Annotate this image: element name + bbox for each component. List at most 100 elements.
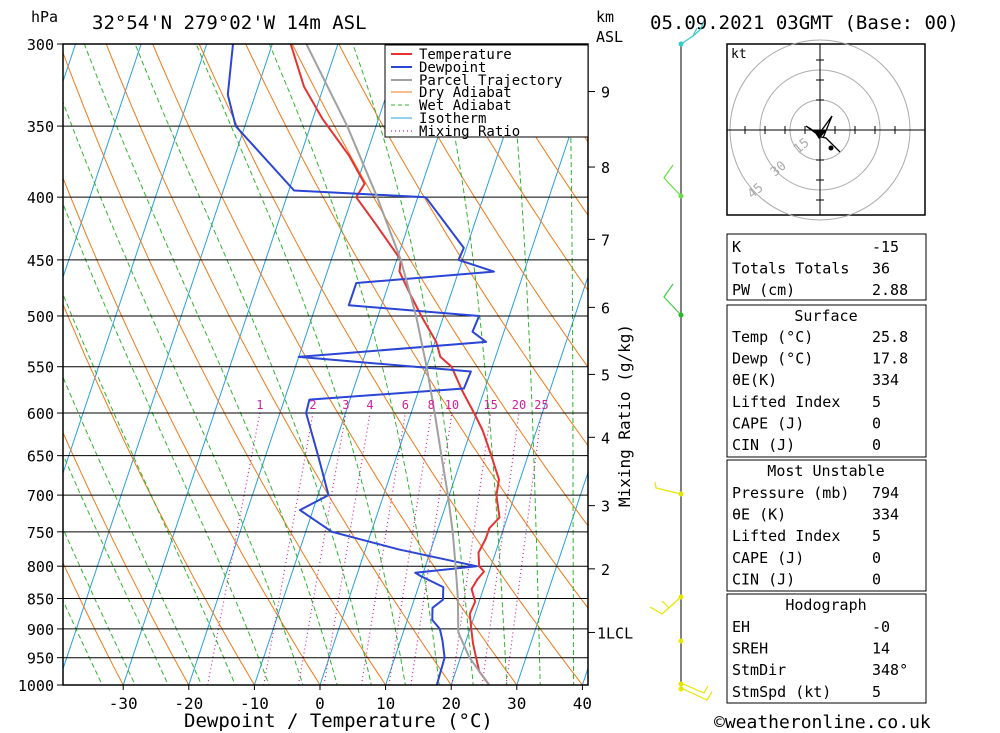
wet-adiabat-line [63,101,304,685]
wet-adiabat-line [63,453,169,685]
wet-adiabat-line [63,527,136,685]
index-value: 0 [872,414,881,432]
wet-adiabat-line [83,44,338,685]
legend-label: Mixing Ratio [419,124,520,140]
wind-barb [661,600,670,609]
mixing-ratio-line [323,412,371,685]
index-value: -15 [872,238,899,256]
pressure-tick-label: 350 [27,118,54,136]
wind-profile [649,21,713,701]
mixing-ratio-label: 15 [483,398,497,412]
hodograph-unit: kt [731,47,747,62]
location-label: 32°54'N 279°02'W 14m ASL [92,12,367,34]
temperature-tick-label: -20 [174,694,203,713]
hodograph-ticks [744,59,896,201]
wind-level-dot [678,491,684,497]
profile-series [226,44,501,685]
wind-barb [663,164,682,197]
temperature-tick-label: -10 [240,694,269,713]
height-tick-label: 9 [601,84,610,102]
height-tick-label: 4 [601,429,610,447]
wind-barb [680,687,713,701]
index-value: 0 [872,549,881,567]
isotherm-line [63,44,208,475]
pressure-tick-label: 900 [27,621,54,639]
dry-adiabat-line [338,44,588,447]
index-value: 794 [872,484,899,502]
hodograph-storm-arrow [813,130,827,139]
mixing-ratio-label: 6 [402,398,409,412]
index-label: SREH [732,640,768,658]
height-tick-label: 3 [601,498,610,516]
temperature-tick-label: -30 [109,694,138,713]
temperature-tick-label: 20 [442,694,461,713]
wet-adiabat-line [352,44,474,685]
isotherm-line [516,470,588,685]
mixing-ratio-line [505,412,543,685]
wet-adiabat-line [435,44,508,685]
pressure-tick-label: 1000 [18,677,54,695]
mixing-ratio-axis-title: Mixing Ratio (g/kg) [615,324,634,507]
dry-adiabat-line [63,561,124,685]
wind-barb [654,481,682,495]
credit-label: ©weatheronline.co.uk [714,712,931,733]
height-tick-label: 6 [601,299,610,317]
mixing-ratio-label: 2 [309,398,316,412]
pressure-tick-label: 600 [27,405,54,423]
index-section-title: Surface [794,307,857,325]
wind-barb [699,21,705,31]
isotherm-line [450,275,588,685]
temperature-tick-label: 0 [315,694,325,713]
index-label: CAPE (J) [732,549,804,567]
x-axis-title: Dewpoint / Temperature (°C) [184,710,493,732]
index-label: Dewp (°C) [732,350,813,368]
height-tick-label: 2 [601,561,610,579]
index-label: StmSpd (kt) [732,683,831,701]
temperature-axis-labels: -30 -20 -10 0 10 20 30 40 [109,685,592,713]
dry-adiabat-line [384,44,588,368]
dry-adiabat-line [63,431,190,685]
temperature-tick-label: 30 [507,694,526,713]
pressure-unit-label: hPa [31,8,58,26]
wind-level-dot [678,312,684,318]
height-axis-labels: 1LCL 2 3 4 5 6 7 8 9 [588,84,633,642]
wet-adiabat-line [195,44,406,685]
mixing-ratio-labels: 1 2 3 4 6 8 10 15 20 25 [256,398,548,412]
dry-adiabat-line [431,44,588,292]
index-label: K [732,238,741,256]
legend-label: Parcel Trajectory [419,73,562,89]
dry-adiabat-line [198,44,584,685]
dewpoint-line [226,44,495,685]
pressure-tick-label: 800 [27,558,54,576]
isotherm-line [0,44,10,685]
index-value: 25.8 [872,328,908,346]
isotherm-line [122,44,339,685]
index-value: 5 [872,393,881,411]
wind-level-dot [678,681,684,687]
index-value: 36 [872,260,890,278]
wet-adiabat-line [268,44,440,685]
legend-label: Isotherm [419,111,486,127]
wind-level-dot [678,686,684,692]
pressure-tick-label: 650 [27,448,54,466]
index-label: Pressure (mb) [732,484,849,502]
pressure-tick-label: 400 [27,189,54,207]
index-value: 5 [872,683,881,701]
mixing-ratio-line [451,412,492,685]
index-value: 334 [872,506,899,524]
height-tick-label: 8 [601,159,610,177]
index-section-title: Most Unstable [767,462,884,480]
isotherm-line [385,79,588,685]
wind-barb [692,27,698,37]
mixing-ratio-label: 4 [366,398,373,412]
hodograph: kt 15 30 45 [726,39,926,221]
index-value: -0 [872,618,890,636]
isotherm-line [253,44,470,685]
legend-label: Temperature [419,47,512,63]
wet-adiabat-line [568,44,575,685]
index-label: CAPE (J) [732,414,804,432]
index-value: 17.8 [872,350,908,368]
parcel-trajectory-line [305,44,491,685]
index-label: CIN (J) [732,436,795,454]
pressure-tick-label: 300 [27,36,54,54]
